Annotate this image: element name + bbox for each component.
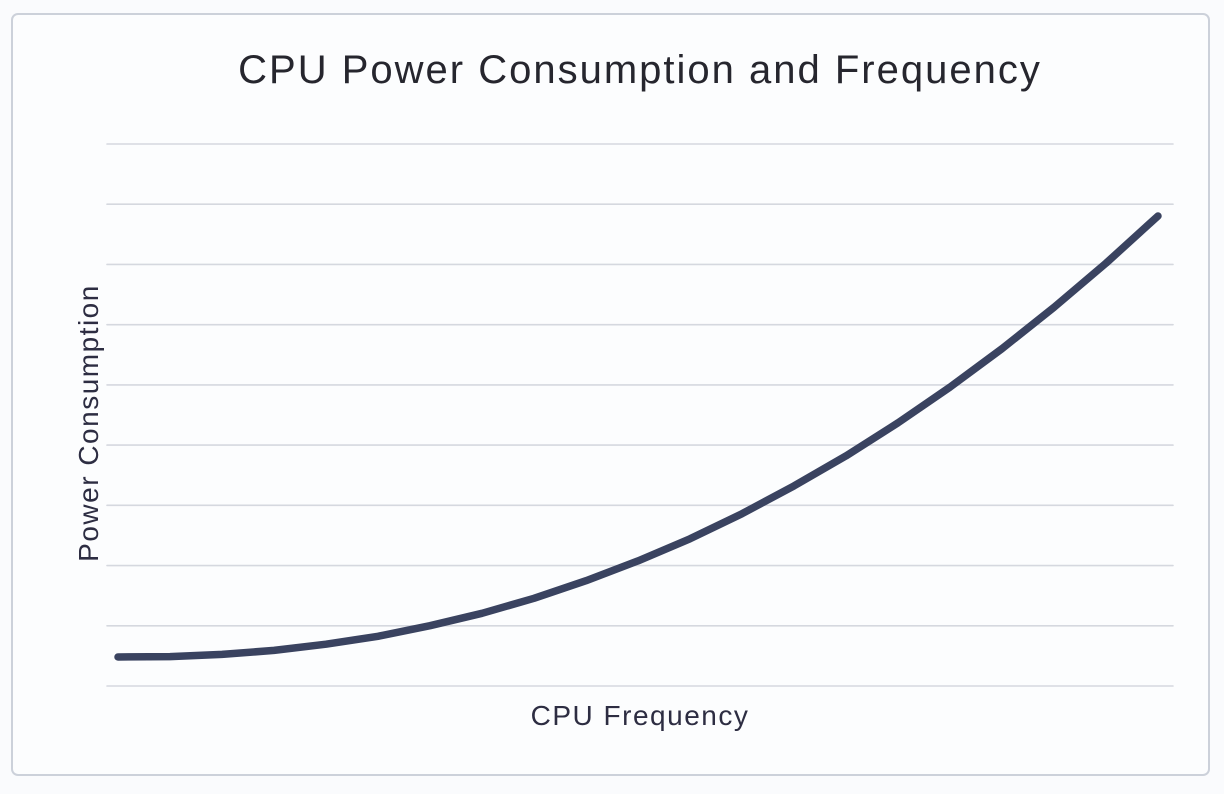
chart-frame bbox=[11, 13, 1210, 776]
y-axis-label: Power Consumption bbox=[73, 284, 104, 562]
x-axis-label: CPU Frequency bbox=[530, 700, 750, 731]
chart-title: CPU Power Consumption and Frequency bbox=[238, 48, 1042, 92]
